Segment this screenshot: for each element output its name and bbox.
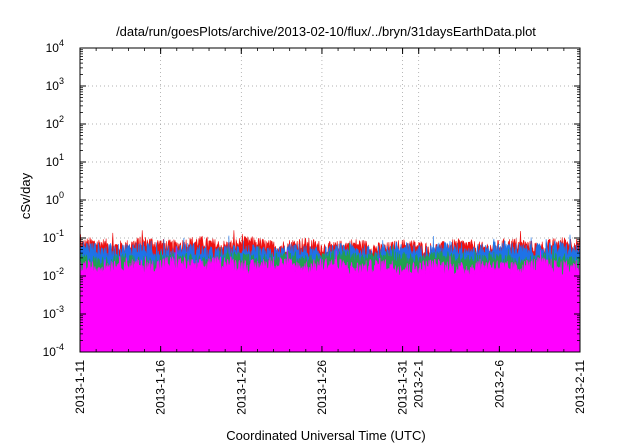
x-tick-label: 2013-1-21 xyxy=(234,360,248,415)
chart-title: /data/run/goesPlots/archive/2013-02-10/f… xyxy=(116,24,536,39)
series-area xyxy=(79,247,581,353)
y-tick-label: 10-1 xyxy=(43,228,64,245)
series-floor-noise xyxy=(79,288,581,295)
dip-spike xyxy=(235,289,239,352)
dip-spike xyxy=(183,289,187,352)
x-tick-label: 2013-1-11 xyxy=(73,360,87,414)
dip-spike xyxy=(292,289,296,352)
axes: 10-4 10-3 10-2 10-1 100 101 102 103 104 2013-1-11… xyxy=(43,38,587,415)
dip-spike xyxy=(397,289,400,352)
plot-area xyxy=(79,230,581,353)
y-tick-label: 10-3 xyxy=(43,304,64,321)
y-axis-label: cSv/day xyxy=(18,172,33,219)
y-tick-label: 100 xyxy=(46,190,64,207)
y-tick-label: 10-4 xyxy=(43,342,64,359)
y-tick-label: 104 xyxy=(46,38,64,55)
y-tick-label: 102 xyxy=(46,114,64,131)
y-tick-label: 10-2 xyxy=(43,266,64,283)
y-tick-label: 103 xyxy=(46,76,64,93)
y-tick-label: 101 xyxy=(46,152,64,169)
dip-spike xyxy=(178,289,181,352)
dip-spike xyxy=(514,289,517,352)
x-tick-label: 2013-2-1 xyxy=(412,360,426,408)
x-tick-label: 2013-2-6 xyxy=(492,360,506,408)
x-tick-label: 2013-1-26 xyxy=(315,360,329,415)
x-tick-label: 2013-1-16 xyxy=(154,360,168,415)
x-tick-label: 2013-1-31 xyxy=(396,360,410,415)
x-tick-label: 2013-2-11 xyxy=(573,360,587,414)
x-axis-label: Coordinated Universal Time (UTC) xyxy=(226,428,425,443)
